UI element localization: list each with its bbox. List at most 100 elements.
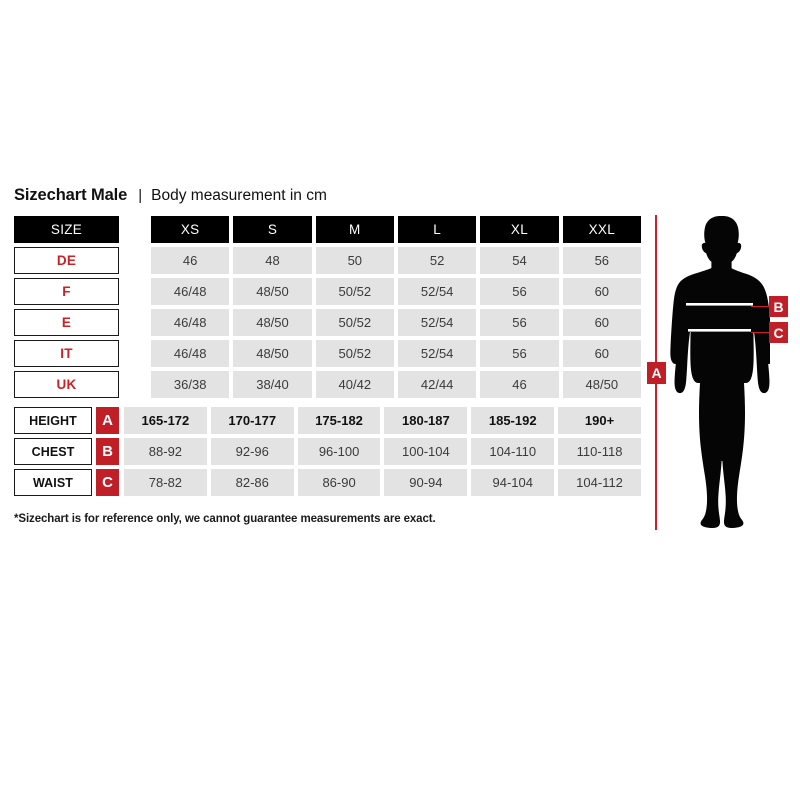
cell-f-s: 48/50 — [233, 278, 312, 305]
cell-waist-l: 90-94 — [384, 469, 468, 496]
cell-height-xl: 185-192 — [471, 407, 555, 434]
cell-e-l: 52/54 — [397, 309, 477, 336]
sizechart-table: SIZE XS S M L XL XXL DE 46 48 50 52 54 5… — [14, 216, 641, 500]
row-cells-it: 46/48 48/50 50/52 52/54 56 60 — [151, 340, 641, 367]
waist-marker: C — [751, 322, 788, 343]
table-row: E 46/48 48/50 50/52 52/54 56 60 — [14, 309, 641, 336]
cell-e-xl: 56 — [480, 309, 559, 336]
row-cells-de: 46 48 50 52 54 56 — [151, 247, 641, 274]
chest-marker: B — [751, 296, 788, 317]
cell-e-s: 48/50 — [233, 309, 312, 336]
row-badge-spacer — [119, 340, 146, 367]
badge-b: B — [96, 438, 119, 465]
waist-marker-line — [751, 331, 769, 334]
row-cells-height: 165-172 170-177 175-182 180-187 185-192 … — [124, 407, 641, 434]
cell-chest-xxl: 110-118 — [558, 438, 641, 465]
cell-uk-xl: 46 — [480, 371, 559, 398]
figure-badge-b: B — [769, 296, 788, 317]
column-header-s: S — [233, 216, 312, 243]
cell-de-xxl: 56 — [562, 247, 641, 274]
row-badge-spacer — [119, 309, 146, 336]
row-label-waist: WAIST — [14, 469, 92, 496]
title-subtitle: Body measurement in cm — [151, 187, 327, 204]
badge-a: A — [96, 407, 119, 434]
table-row: HEIGHT A 165-172 170-177 175-182 180-187… — [14, 407, 641, 434]
table-row: UK 36/38 38/40 40/42 42/44 46 48/50 — [14, 371, 641, 398]
cell-waist-xs: 78-82 — [124, 469, 207, 496]
row-label-chest: CHEST — [14, 438, 92, 465]
cell-e-m: 50/52 — [315, 309, 394, 336]
cell-chest-l: 100-104 — [384, 438, 468, 465]
row-badge-spacer — [119, 278, 146, 305]
cell-waist-xl: 94-104 — [471, 469, 555, 496]
header-size-label: SIZE — [14, 216, 119, 243]
cell-height-s: 170-177 — [210, 407, 294, 434]
cell-height-xs: 165-172 — [124, 407, 207, 434]
column-header-m: M — [315, 216, 394, 243]
row-label-f: F — [14, 278, 119, 305]
cell-f-l: 52/54 — [397, 278, 477, 305]
cell-height-m: 175-182 — [297, 407, 381, 434]
figure-badge-c: C — [769, 322, 788, 343]
header-size-cells: XS S M L XL XXL — [151, 216, 641, 243]
row-label-uk: UK — [14, 371, 119, 398]
cell-uk-xxl: 48/50 — [562, 371, 641, 398]
cell-f-xxl: 60 — [562, 278, 641, 305]
cell-height-l: 180-187 — [384, 407, 468, 434]
table-row: IT 46/48 48/50 50/52 52/54 56 60 — [14, 340, 641, 367]
column-header-l: L — [397, 216, 477, 243]
cell-uk-s: 38/40 — [233, 371, 312, 398]
cell-it-xs: 46/48 — [151, 340, 230, 367]
row-badge-spacer — [119, 247, 146, 274]
cell-waist-s: 82-86 — [210, 469, 294, 496]
disclaimer-text: *Sizechart is for reference only, we can… — [14, 513, 436, 525]
cell-uk-m: 40/42 — [315, 371, 394, 398]
cell-uk-xs: 36/38 — [151, 371, 230, 398]
cell-de-xs: 46 — [151, 247, 230, 274]
cell-it-xxl: 60 — [562, 340, 641, 367]
cell-it-xl: 56 — [480, 340, 559, 367]
cell-f-xs: 46/48 — [151, 278, 230, 305]
cell-chest-xl: 104-110 — [471, 438, 555, 465]
figure-badge-a: A — [647, 362, 666, 384]
row-label-e: E — [14, 309, 119, 336]
title-separator: | — [138, 187, 143, 204]
row-cells-chest: 88-92 92-96 96-100 100-104 104-110 110-1… — [124, 438, 641, 465]
cell-chest-m: 96-100 — [297, 438, 381, 465]
column-header-xs: XS — [151, 216, 230, 243]
cell-it-l: 52/54 — [397, 340, 477, 367]
cell-chest-xs: 88-92 — [124, 438, 207, 465]
cell-de-l: 52 — [397, 247, 477, 274]
row-cells-uk: 36/38 38/40 40/42 42/44 46 48/50 — [151, 371, 641, 398]
cell-de-m: 50 — [315, 247, 394, 274]
chest-measure-band — [686, 303, 753, 306]
table-row: F 46/48 48/50 50/52 52/54 56 60 — [14, 278, 641, 305]
cell-chest-s: 92-96 — [210, 438, 294, 465]
row-badge-spacer — [119, 371, 146, 398]
header-badge-spacer — [119, 216, 146, 243]
body-figure-diagram: A B C — [645, 210, 800, 535]
row-label-it: IT — [14, 340, 119, 367]
table-row: CHEST B 88-92 92-96 96-100 100-104 104-1… — [14, 438, 641, 465]
row-cells-f: 46/48 48/50 50/52 52/54 56 60 — [151, 278, 641, 305]
table-row: WAIST C 78-82 82-86 86-90 90-94 94-104 1… — [14, 469, 641, 496]
cell-height-xxl: 190+ — [558, 407, 641, 434]
cell-e-xxl: 60 — [562, 309, 641, 336]
cell-waist-xxl: 104-112 — [558, 469, 641, 496]
cell-it-s: 48/50 — [233, 340, 312, 367]
cell-de-xl: 54 — [480, 247, 559, 274]
column-header-xl: XL — [480, 216, 559, 243]
cell-waist-m: 86-90 — [297, 469, 381, 496]
cell-f-m: 50/52 — [315, 278, 394, 305]
badge-c: C — [96, 469, 119, 496]
table-row: DE 46 48 50 52 54 56 — [14, 247, 641, 274]
title-main: Sizechart Male — [14, 186, 128, 204]
page-title: Sizechart Male | Body measurement in cm — [14, 186, 327, 205]
cell-f-xl: 56 — [480, 278, 559, 305]
male-body-silhouette-icon — [670, 216, 770, 528]
waist-measure-band — [688, 329, 751, 332]
row-cells-e: 46/48 48/50 50/52 52/54 56 60 — [151, 309, 641, 336]
row-label-height: HEIGHT — [14, 407, 92, 434]
row-cells-waist: 78-82 82-86 86-90 90-94 94-104 104-112 — [124, 469, 641, 496]
